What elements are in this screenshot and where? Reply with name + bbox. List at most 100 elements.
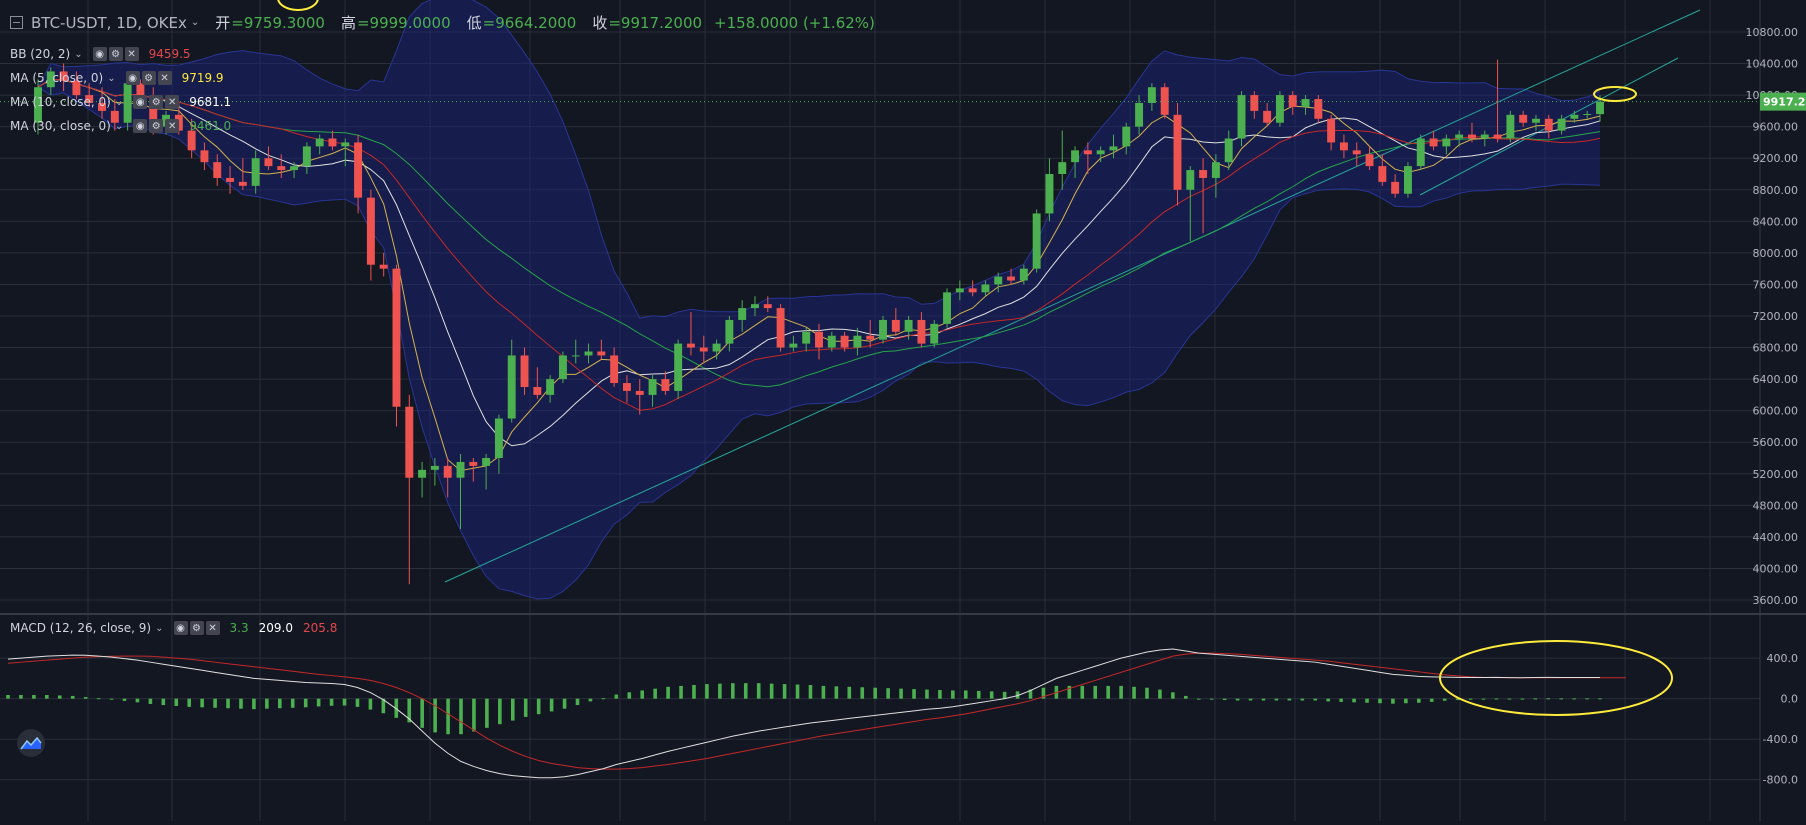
macd-histogram-bar bbox=[446, 698, 450, 735]
settings-icon[interactable]: ⚙ bbox=[189, 621, 204, 635]
close-icon[interactable]: ✕ bbox=[157, 71, 172, 85]
macd-histogram-bar bbox=[316, 698, 321, 707]
candle-body bbox=[1570, 114, 1579, 119]
settings-icon[interactable]: ⚙ bbox=[149, 95, 164, 109]
macd-histogram-bar bbox=[873, 687, 877, 699]
macd-legend[interactable]: MACD (12, 26, close, 9) ⌄ ◉ ⚙ ✕ 3.3 209.0 205.8 bbox=[10, 621, 337, 635]
candle-body bbox=[354, 142, 363, 198]
macd-histogram-bar bbox=[161, 698, 166, 706]
macd-histogram-bar bbox=[1352, 698, 1356, 703]
price-axis-label: 7200.00 bbox=[1753, 310, 1799, 323]
macd-histogram-bar bbox=[614, 694, 619, 699]
chevron-down-icon[interactable]: ⌄ bbox=[114, 96, 124, 108]
macd-histogram-bar bbox=[368, 698, 373, 710]
macd-name[interactable]: MACD (12, 26, close, 9) bbox=[10, 621, 152, 635]
low-value: =9664.2000 bbox=[482, 13, 577, 32]
macd-histogram-bar bbox=[1015, 691, 1020, 699]
settings-icon[interactable]: ⚙ bbox=[141, 71, 156, 85]
macd-histogram-bar bbox=[1106, 685, 1110, 699]
price-axis-label: 5600.00 bbox=[1753, 436, 1799, 449]
chevron-down-icon[interactable]: ⌄ bbox=[107, 72, 116, 84]
candle-body bbox=[1019, 268, 1028, 281]
chevron-down-icon[interactable]: ⌄ bbox=[114, 120, 124, 132]
candle-body bbox=[1045, 174, 1054, 214]
close-icon[interactable]: ✕ bbox=[165, 95, 180, 109]
price-axis-label: 9200.00 bbox=[1753, 152, 1799, 165]
study-1-name[interactable]: MA (5, close, 0) bbox=[10, 71, 104, 85]
candle-body bbox=[699, 347, 708, 352]
candle-body bbox=[751, 304, 759, 309]
close-icon[interactable]: ✕ bbox=[124, 47, 139, 61]
settings-icon[interactable]: ⚙ bbox=[108, 47, 123, 61]
annotation-ellipse-top bbox=[277, 0, 319, 11]
macd-histogram-bar bbox=[96, 698, 101, 700]
eye-icon[interactable]: ◉ bbox=[92, 47, 107, 61]
macd-histogram-bar bbox=[1572, 698, 1576, 700]
study-3-legend[interactable]: MA (30, close, 0) ⌄ ◉ ⚙ ✕ 9461.0 bbox=[10, 119, 231, 133]
macd-histogram-bar bbox=[239, 698, 243, 709]
chevron-down-icon[interactable]: ⌄ bbox=[74, 48, 83, 60]
macd-histogram-bar bbox=[1145, 687, 1149, 699]
macd-histogram-bar bbox=[1559, 698, 1563, 700]
eye-icon[interactable]: ◉ bbox=[133, 95, 148, 109]
macd-histogram-bar bbox=[329, 698, 334, 706]
candle-body bbox=[866, 335, 875, 340]
candle-body bbox=[1275, 95, 1284, 123]
eye-icon[interactable]: ◉ bbox=[173, 621, 188, 635]
price-axis-label: 8800.00 bbox=[1753, 184, 1799, 197]
candle-body bbox=[674, 343, 683, 391]
candle-body bbox=[1480, 134, 1489, 139]
study-0-legend[interactable]: BB (20, 2) ⌄ ◉ ⚙ ✕ 9459.5 bbox=[10, 47, 191, 61]
macd-histogram-bar bbox=[83, 697, 88, 699]
study-0-name[interactable]: BB (20, 2) bbox=[10, 47, 71, 61]
macd-histogram-bar bbox=[1002, 691, 1007, 699]
macd-histogram-bar bbox=[666, 686, 670, 699]
tradingview-logo-icon[interactable] bbox=[17, 729, 45, 757]
candle-body bbox=[725, 319, 734, 344]
candle-body bbox=[46, 71, 55, 88]
candle-body bbox=[1083, 150, 1092, 155]
study-2-legend[interactable]: MA (10, close, 0) ⌄ ◉ ⚙ ✕ 9681.1 bbox=[10, 95, 231, 109]
candle-body bbox=[1007, 276, 1016, 281]
macd-histogram-bar bbox=[1080, 685, 1085, 699]
high-value: =9999.0000 bbox=[356, 13, 451, 32]
macd-histogram-bar bbox=[1222, 698, 1227, 701]
close-icon[interactable]: ✕ bbox=[205, 621, 220, 635]
symbol-title[interactable]: BTC-USDT, 1D, OKEx bbox=[31, 13, 187, 32]
change-value: +158.0000 (+1.62%) bbox=[714, 13, 875, 32]
macd-histogram-bar bbox=[1494, 698, 1499, 700]
collapse-legend-icon[interactable] bbox=[10, 16, 23, 29]
candle-body bbox=[1096, 150, 1105, 155]
candle-body bbox=[802, 331, 811, 344]
chevron-down-icon[interactable]: ⌄ bbox=[155, 622, 164, 634]
candle-body bbox=[1429, 138, 1438, 147]
macd-histogram-bar bbox=[536, 698, 541, 715]
macd-histogram-bar bbox=[989, 691, 994, 699]
study-3-name[interactable]: MA (30, close, 0) bbox=[10, 119, 111, 133]
macd-buttons: ◉ ⚙ ✕ bbox=[173, 621, 220, 635]
candle-body bbox=[1352, 150, 1361, 155]
price-axis-label: 4800.00 bbox=[1753, 499, 1799, 512]
macd-histogram-bar bbox=[485, 698, 489, 728]
macd-histogram-bar bbox=[1520, 698, 1525, 700]
chevron-down-icon[interactable]: ⌄ bbox=[190, 17, 200, 28]
settings-icon[interactable]: ⚙ bbox=[149, 119, 164, 133]
eye-icon[interactable]: ◉ bbox=[125, 71, 140, 85]
candle-body bbox=[891, 319, 900, 332]
study-2-name[interactable]: MA (10, close, 0) bbox=[10, 95, 111, 109]
price-axis-label: 6400.00 bbox=[1753, 373, 1799, 386]
macd-histogram-bar bbox=[1416, 698, 1421, 703]
close-icon[interactable]: ✕ bbox=[165, 119, 180, 133]
bollinger-lower-line bbox=[37, 86, 1601, 600]
study-1-legend[interactable]: MA (5, close, 0) ⌄ ◉ ⚙ ✕ 9719.9 bbox=[10, 71, 224, 85]
candle-body bbox=[251, 158, 260, 186]
macd-histogram-bar bbox=[808, 684, 813, 699]
price-axis-label: 10400.00 bbox=[1746, 58, 1799, 71]
macd-histogram-bar bbox=[1300, 698, 1305, 701]
macd-histogram-bar bbox=[1585, 698, 1589, 700]
eye-icon[interactable]: ◉ bbox=[133, 119, 148, 133]
macd-histogram-bar bbox=[355, 698, 360, 707]
macd-axis-label: 400.0 bbox=[1767, 652, 1799, 665]
